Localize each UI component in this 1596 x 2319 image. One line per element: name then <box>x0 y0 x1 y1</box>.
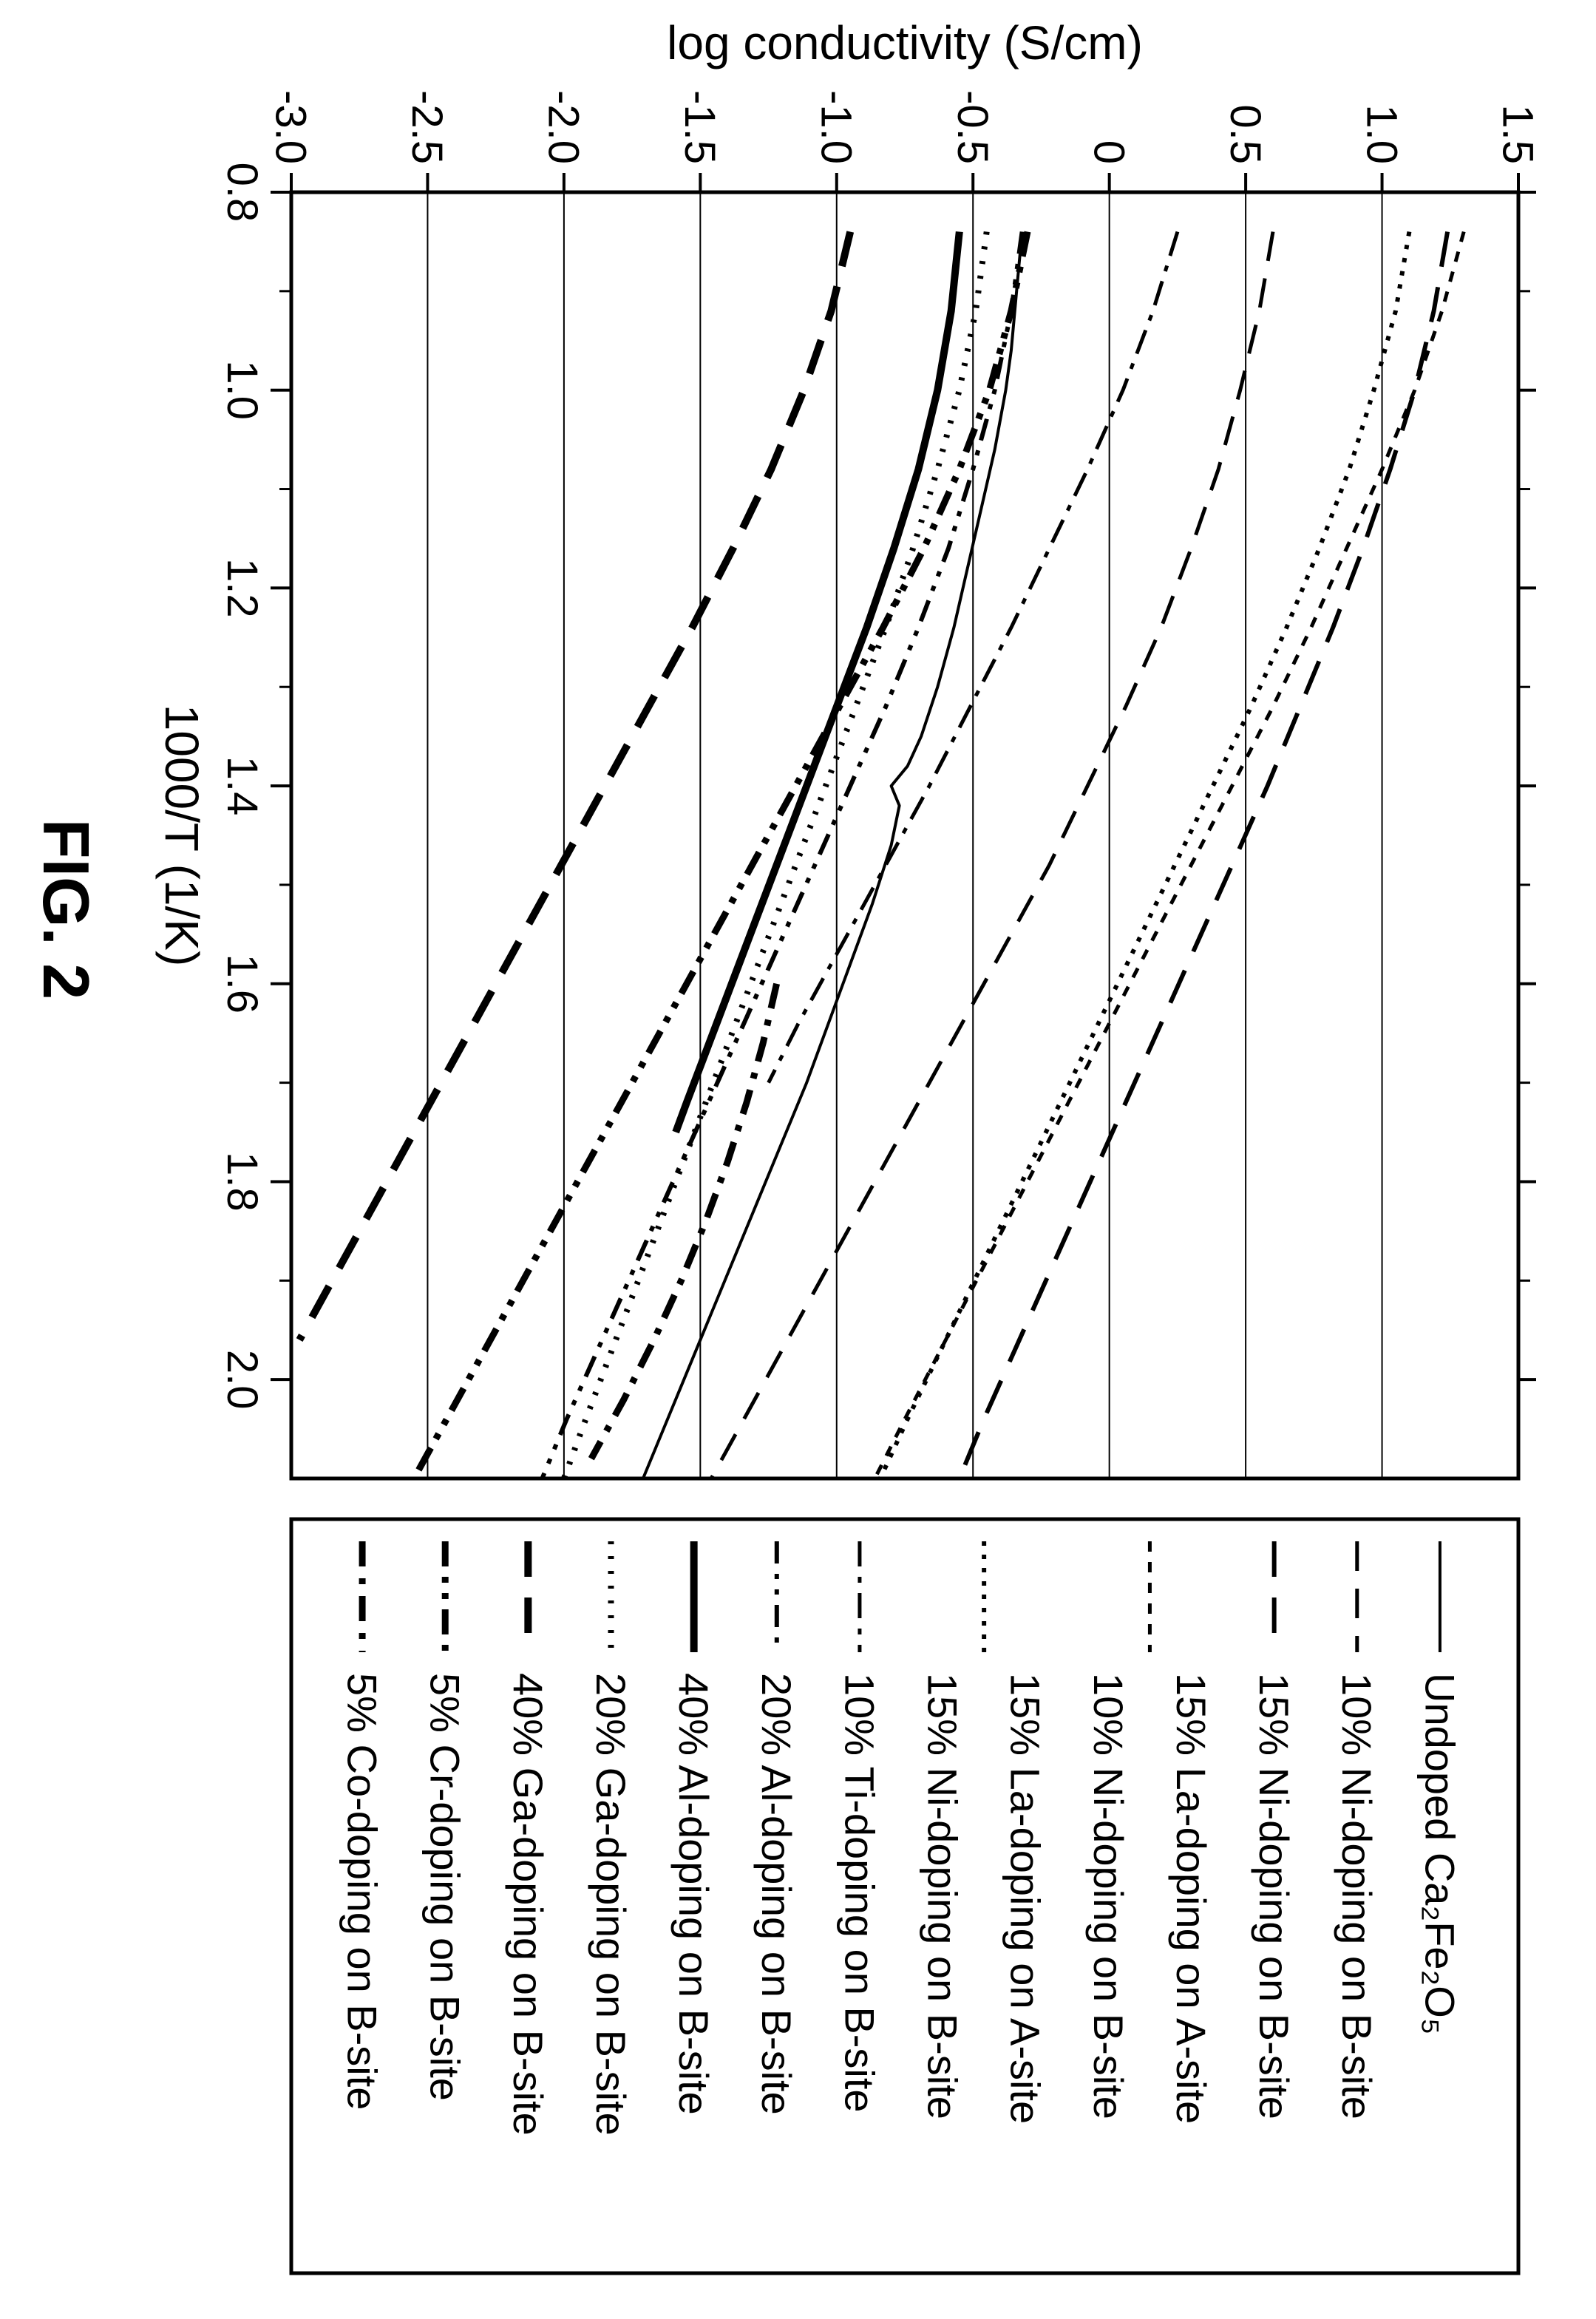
y-tick-label: 1.0 <box>1357 104 1405 164</box>
y-tick-label: 0 <box>1084 140 1133 164</box>
legend-label: 15% La-doping on A-site <box>1002 1673 1049 2124</box>
y-axis-label: log conductivity (S/cm) <box>667 16 1143 69</box>
x-tick-label: 1.6 <box>218 954 266 1013</box>
conductivity-chart: 0.8 1.0 1.2 1.4 1.6 1.8 2.0 -3.0 -2.5 -2.0 -1.5 -1.… <box>0 0 1596 2319</box>
legend-label: Undoped Ca₂Fe₂O₅ <box>1416 1673 1463 2034</box>
x-tick-label: 1.4 <box>218 756 266 816</box>
legend-label: 15% Ni-doping on B-site <box>919 1673 965 2119</box>
legend-label: 40% Al-doping on B-site <box>670 1673 717 2115</box>
figure-canvas: 0.8 1.0 1.2 1.4 1.6 1.8 2.0 -3.0 -2.5 -2.0 -1.5 -1.… <box>0 0 1596 2319</box>
figure-label: FIG. 2 <box>30 819 103 1000</box>
y-tick-label: -1.0 <box>812 90 860 164</box>
legend-label: 5% Cr-doping on B-site <box>422 1673 469 2101</box>
x-tick-label: 1.8 <box>218 1152 266 1212</box>
y-tick-label: -2.0 <box>540 90 588 164</box>
legend-label: 20% Ga-doping on B-site <box>588 1673 634 2136</box>
legend-label: 10% Ni-doping on B-site <box>1085 1673 1132 2119</box>
y-tick-label: -3.0 <box>267 90 315 164</box>
legend-label: 40% Ga-doping on B-site <box>505 1673 551 2136</box>
legend-label: 20% Al-doping on B-site <box>753 1673 800 2115</box>
x-tick-label: 1.2 <box>218 558 266 618</box>
legend-label: 10% Ni-doping on B-site <box>1334 1673 1380 2119</box>
y-tick-label: 0.5 <box>1221 104 1269 164</box>
x-tick-label: 1.0 <box>218 360 266 420</box>
y-tick-label: -2.5 <box>403 90 451 164</box>
x-axis-label: 1000/T (1/K) <box>155 704 208 967</box>
legend-label: 15% La-doping on A-site <box>1168 1673 1215 2124</box>
x-tick-label: 2.0 <box>218 1350 266 1410</box>
x-tick-label: 0.8 <box>218 163 266 223</box>
legend-label: 5% Co-doping on B-site <box>339 1673 385 2110</box>
y-tick-label: 1.5 <box>1494 104 1542 164</box>
legend-label: 15% Ni-doping on B-site <box>1251 1673 1297 2119</box>
legend-label: 10% Ti-doping on B-site <box>836 1673 883 2113</box>
y-tick-label: -1.5 <box>676 90 724 164</box>
page-root: 0.8 1.0 1.2 1.4 1.6 1.8 2.0 -3.0 -2.5 -2.0 -1.5 -1.… <box>0 0 1596 2319</box>
y-tick-label: -0.5 <box>948 90 996 164</box>
